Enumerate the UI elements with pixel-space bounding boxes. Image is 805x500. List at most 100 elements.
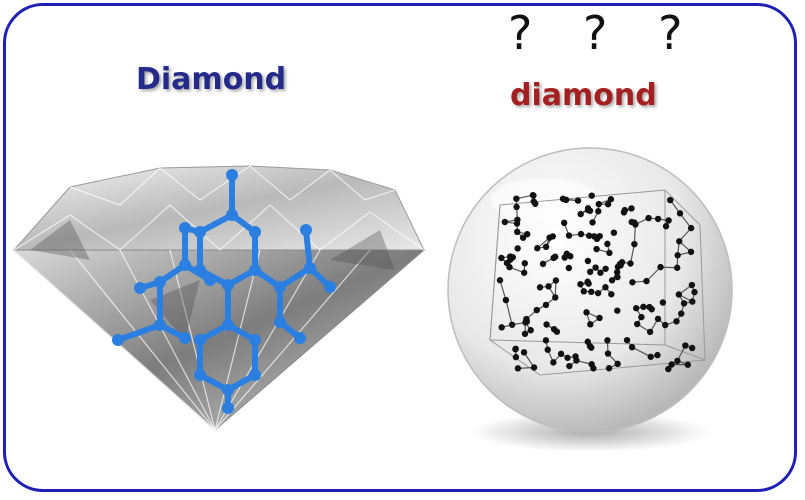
amorphous-atom [512, 353, 520, 361]
amorphous-atom [572, 353, 579, 360]
amorphous-atom [508, 321, 516, 328]
amorphous-atom [687, 224, 695, 232]
amorphous-atom [673, 264, 681, 271]
amorphous-atom [606, 249, 613, 257]
amorphous-atom [614, 360, 621, 368]
amorphous-atom [667, 196, 674, 204]
amorphous-atom [640, 303, 647, 311]
diamond-gem-icon [12, 165, 426, 431]
amorphous-atom [657, 263, 664, 271]
amorphous-atom [643, 277, 650, 285]
amorphous-atom [674, 357, 681, 365]
amorphous-atom [574, 197, 582, 204]
amorphous-atom [668, 361, 675, 368]
amorphous-atom [502, 296, 510, 304]
amorphous-atom [646, 303, 653, 311]
amorphous-atom [645, 214, 652, 222]
amorphous-atom [585, 206, 592, 214]
amorphous-atom [533, 306, 540, 314]
amorphous-atom [577, 230, 585, 238]
amorphous-atom [530, 198, 537, 205]
amorphous-atom [592, 264, 599, 271]
amorphous-atom [689, 298, 696, 305]
amorphous-atom [654, 215, 662, 223]
amorphous-atom [628, 205, 635, 212]
amorphous-diamond-label: diamond [510, 78, 657, 113]
amorphous-atom [595, 208, 602, 215]
amorphous-atom [584, 257, 592, 265]
amorphous-atom [629, 279, 636, 286]
amorphous-atom [588, 192, 595, 199]
amorphous-atom [524, 230, 531, 238]
amorphous-atom [646, 328, 654, 336]
amorphous-atom [496, 277, 504, 284]
amorphous-atom [613, 268, 621, 276]
amorphous-atom [665, 365, 672, 373]
amorphous-atom [542, 243, 550, 251]
amorphous-atom [539, 260, 547, 268]
amorphous-atom [521, 260, 528, 267]
amorphous-atom [647, 353, 654, 360]
amorphous-atom [684, 361, 692, 368]
amorphous-atom [688, 281, 696, 289]
amorphous-atom [545, 283, 552, 290]
amorphous-atom [523, 315, 530, 323]
amorphous-atom [593, 235, 601, 243]
amorphous-atom [542, 337, 550, 344]
amorphous-atom [521, 330, 529, 338]
amorphous-atom [662, 223, 670, 230]
amorphous-atom [607, 196, 615, 203]
amorphous-atom [654, 351, 661, 359]
amorphous-atom [688, 344, 696, 352]
amorphous-network-icon [489, 189, 706, 376]
amorphous-atom [543, 321, 550, 328]
amorphous-atom [580, 288, 588, 295]
amorphous-atom [627, 260, 634, 267]
amorphous-atom [546, 234, 553, 241]
amorphous-atom [678, 310, 685, 317]
amorphous-atom [676, 210, 684, 217]
amorphous-atom [566, 362, 573, 370]
amorphous-atom [596, 314, 603, 322]
amorphous-atom [503, 259, 511, 267]
amorphous-atom [544, 346, 551, 353]
amorphous-atom [654, 315, 662, 323]
amorphous-atom [605, 365, 613, 372]
amorphous-atom [602, 284, 609, 291]
amorphous-atom [675, 291, 683, 298]
amorphous-atom [514, 216, 521, 223]
amorphous-atom [638, 313, 645, 321]
amorphous-atom [513, 203, 520, 211]
amorphous-atom [560, 219, 568, 227]
amorphous-atom [514, 228, 521, 236]
amorphous-atom [602, 265, 609, 272]
amorphous-atom [498, 254, 505, 262]
amorphous-atom [577, 281, 584, 288]
amorphous-atom [563, 250, 570, 257]
amorphous-atom [552, 294, 559, 301]
amorphous-atom [593, 245, 600, 253]
amorphous-atom [557, 350, 565, 358]
amorphous-atom [506, 253, 514, 260]
amorphous-atom [632, 305, 640, 312]
amorphous-atom [608, 291, 615, 298]
crystal-diamond-label: Diamond [136, 62, 287, 97]
amorphous-atom [590, 365, 597, 372]
amorphous-atom [604, 337, 611, 344]
amorphous-atom [588, 288, 595, 296]
amorphous-atom [552, 253, 559, 260]
amorphous-atom [608, 277, 616, 284]
amorphous-atom [691, 288, 698, 296]
amorphous-atom [674, 252, 681, 259]
amorphous-atom [565, 264, 573, 272]
amorphous-atom [662, 321, 669, 329]
amorphous-atom [520, 349, 528, 356]
amorphous-atom [514, 245, 521, 252]
amorphous-atom [595, 200, 603, 208]
amorphous-atom [614, 307, 621, 314]
amorphous-atom [530, 192, 537, 199]
amorphous-atom [512, 345, 519, 353]
amorphous-atom [614, 273, 621, 281]
amorphous-atom [498, 324, 505, 331]
amorphous-atom [501, 218, 509, 226]
